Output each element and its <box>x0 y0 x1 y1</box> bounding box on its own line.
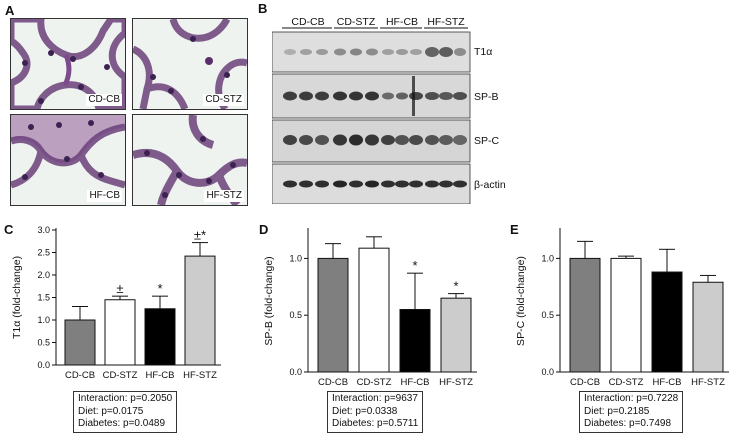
stats-line: Interaction: p=9637 <box>332 393 418 404</box>
x-category-label: HF-STZ <box>691 377 725 388</box>
significance-marker: ±* <box>194 228 206 243</box>
blot-bands-spb <box>283 76 467 116</box>
stats-box-t1a: Interaction: p=0.2050 Diet: p=0.0175 Dia… <box>73 391 178 433</box>
y-tick-label: 0.0 <box>541 367 554 377</box>
y-tick-label: 0.0 <box>289 367 302 377</box>
x-category-label: HF-CB <box>652 377 681 388</box>
x-category-label: CD-STZ <box>609 377 644 388</box>
blot-band-label: SP-C <box>474 135 500 147</box>
blot-bands-spc <box>283 134 467 146</box>
bar-hf-cb <box>144 308 176 366</box>
stats-line: Diabetes: p=0.5711 <box>332 418 419 429</box>
stats-line: Diabetes: p=0.0489 <box>78 418 166 429</box>
blot-group-label: HF-STZ <box>427 16 465 28</box>
histology-label: HF-CB <box>87 190 122 202</box>
histology-image-cd-cb: CD-CB <box>10 18 126 110</box>
histology-label: HF-STZ <box>204 190 244 202</box>
blot-image: CD-CB CD-STZ HF-CB HF-STZ <box>271 16 506 205</box>
panel-letter-b: B <box>258 1 268 16</box>
x-category-label: HF-CB <box>400 377 429 388</box>
histology-label: CD-STZ <box>203 94 244 106</box>
bar-cd-stz <box>610 257 642 373</box>
histology-image-cd-stz: CD-STZ <box>132 18 248 110</box>
significance-marker: * <box>412 258 417 273</box>
blot-band-label: SP-B <box>474 91 499 103</box>
y-tick-label: 1.0 <box>37 315 50 325</box>
blot-band-label: β-actin <box>474 179 506 191</box>
bar-cd-cb <box>64 319 96 366</box>
western-blot: CD-CB CD-STZ HF-CB HF-STZ <box>271 8 522 205</box>
bar-hf-stz <box>440 297 472 373</box>
blot-band-label: T1α <box>474 46 492 58</box>
y-tick-label: 1.5 <box>37 293 50 303</box>
x-category-label: HF-CB <box>145 370 174 381</box>
y-tick-label: 3.0 <box>37 225 50 235</box>
bar-cd-cb <box>317 257 349 373</box>
bar-hf-cb <box>399 309 431 373</box>
x-category-label: CD-STZ <box>357 377 392 388</box>
y-tick-label: 0.0 <box>37 360 50 370</box>
stats-line: Diet: p=0.0338 <box>332 405 398 417</box>
stats-line: Diabetes: p=0.7498 <box>584 418 672 429</box>
stats-line: Diet: p=0.0175 <box>78 405 144 417</box>
blot-group-label: HF-CB <box>386 16 418 28</box>
x-category-label: HF-STZ <box>439 377 473 388</box>
stats-box-spc: Interaction: p=0.7228 Diet: p=0.2185 Dia… <box>579 391 684 433</box>
significance-marker: * <box>157 281 162 296</box>
panel-letter-e: E <box>510 222 519 237</box>
x-category-label: CD-CB <box>570 377 600 388</box>
bar-hf-cb <box>651 271 683 373</box>
y-axis-label: T1α (fold-change) <box>11 256 23 339</box>
x-category-label: HF-STZ <box>183 370 217 381</box>
blot-bands-t1a <box>284 47 466 57</box>
tissue-picture <box>133 115 247 205</box>
y-tick-label: 1.0 <box>541 253 554 263</box>
panel-letter-c: C <box>4 222 14 237</box>
blot-bands-actin <box>283 180 467 188</box>
stats-line: Interaction: p=0.2050 <box>78 393 173 404</box>
panel-letter-a: A <box>5 3 15 18</box>
histology-image-hf-stz: HF-STZ <box>132 114 248 206</box>
y-tick-label: 0.5 <box>289 310 302 320</box>
panel-letter-d: D <box>259 222 269 237</box>
stats-line: Interaction: p=0.7228 <box>584 393 679 404</box>
bar-chart-t1a: 0.0 0.5 1.0 1.5 2.0 2.5 3.0 T1α (fold-change) CD… <box>11 225 221 381</box>
blot-group-label: CD-STZ <box>337 16 376 28</box>
histology-image-hf-cb: HF-CB <box>10 114 126 206</box>
histology-label: CD-CB <box>86 94 122 106</box>
y-axis-label: SP-B (fold-change) <box>263 256 275 345</box>
bar-chart-spb: 0.0 0.5 1.0 SP-B (fold-change) CD-CB CD-STZ * H… <box>263 228 477 388</box>
x-category-label: CD-CB <box>65 370 95 381</box>
y-tick-label: 1.0 <box>289 253 302 263</box>
x-category-label: CD-CB <box>318 377 348 388</box>
bar-hf-stz <box>184 255 216 366</box>
y-tick-label: 2.5 <box>37 248 50 258</box>
y-axis-label: SP-C (fold-change) <box>515 256 527 346</box>
stats-line: Diet: p=0.2185 <box>584 405 650 417</box>
significance-marker: ± <box>116 281 123 296</box>
bar-hf-stz <box>692 281 724 373</box>
bar-chart-spc: 0.0 0.5 1.0 SP-C (fold-change) CD-CB CD-STZ HF… <box>515 228 729 388</box>
significance-marker: * <box>453 279 458 294</box>
y-tick-label: 0.5 <box>541 310 554 320</box>
blot-group-label: CD-CB <box>291 16 324 28</box>
x-category-label: CD-STZ <box>103 370 138 381</box>
y-tick-label: 2.0 <box>37 270 50 280</box>
bar-cd-stz <box>104 299 136 366</box>
y-tick-label: 0.5 <box>37 338 50 348</box>
bar-cd-stz <box>358 247 390 373</box>
bar-cd-cb <box>569 257 601 373</box>
stats-box-spb: Interaction: p=9637 Diet: p=0.0338 Diabe… <box>327 391 424 433</box>
